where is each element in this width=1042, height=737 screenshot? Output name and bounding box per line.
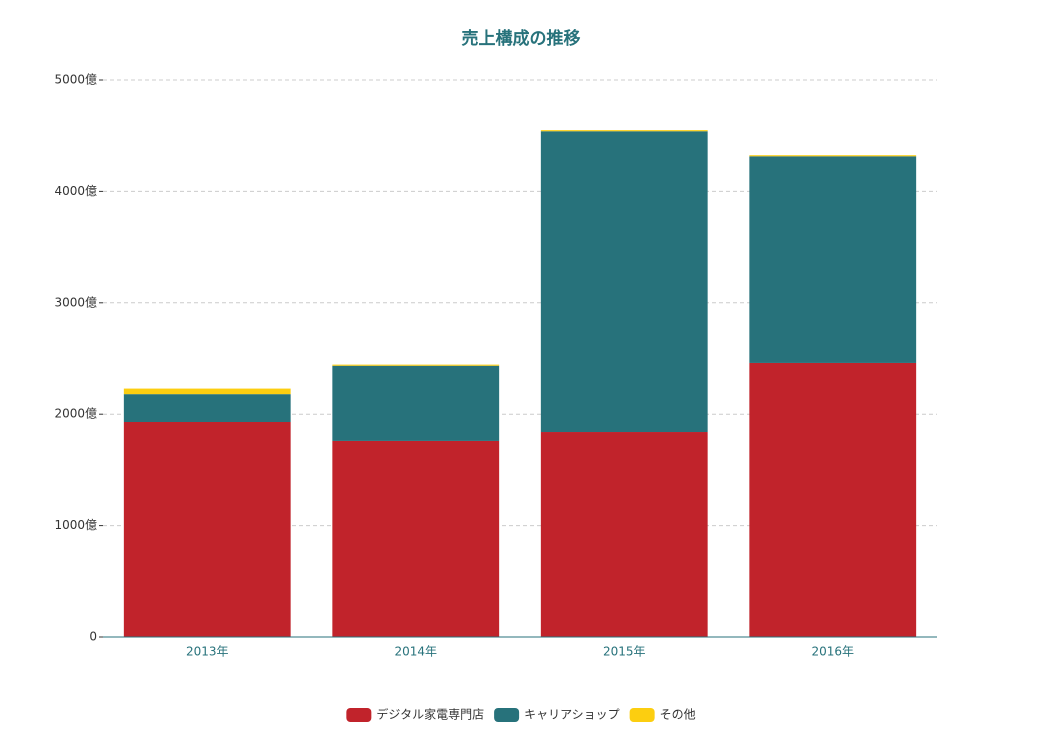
bar xyxy=(123,388,291,395)
bar xyxy=(332,365,500,441)
legend-label: キャリアショップ xyxy=(524,708,620,722)
x-tick-label: 2015年 xyxy=(603,645,646,659)
legend-swatch xyxy=(629,708,655,722)
y-tick-label: 4000億 xyxy=(54,184,97,198)
legend-label: その他 xyxy=(660,708,696,722)
y-tick-label: 5000億 xyxy=(54,73,97,87)
x-tick-label: 2014年 xyxy=(394,645,437,659)
bar xyxy=(332,440,500,637)
x-tick-label: 2016年 xyxy=(811,645,854,659)
bar xyxy=(540,432,708,637)
bar xyxy=(123,421,291,637)
bar xyxy=(332,364,500,366)
bar xyxy=(123,394,291,422)
bar xyxy=(749,155,917,157)
y-tick-label: 1000億 xyxy=(54,518,97,532)
chart-title: 売上構成の推移 xyxy=(462,28,581,49)
bar xyxy=(749,156,917,363)
legend-swatch xyxy=(346,708,372,722)
bar xyxy=(749,362,917,637)
y-tick-label: 2000億 xyxy=(54,407,97,421)
legend: デジタル家電専門店 キャリアショップ その他 xyxy=(346,707,696,722)
bar xyxy=(540,131,708,433)
legend-label: デジタル家電専門店 xyxy=(376,707,484,722)
x-tick-label: 2013年 xyxy=(186,645,229,659)
bar xyxy=(540,130,708,132)
y-tick-label: 3000億 xyxy=(54,295,97,309)
y-tick-label: 0 xyxy=(89,630,97,644)
legend-swatch xyxy=(494,708,520,722)
